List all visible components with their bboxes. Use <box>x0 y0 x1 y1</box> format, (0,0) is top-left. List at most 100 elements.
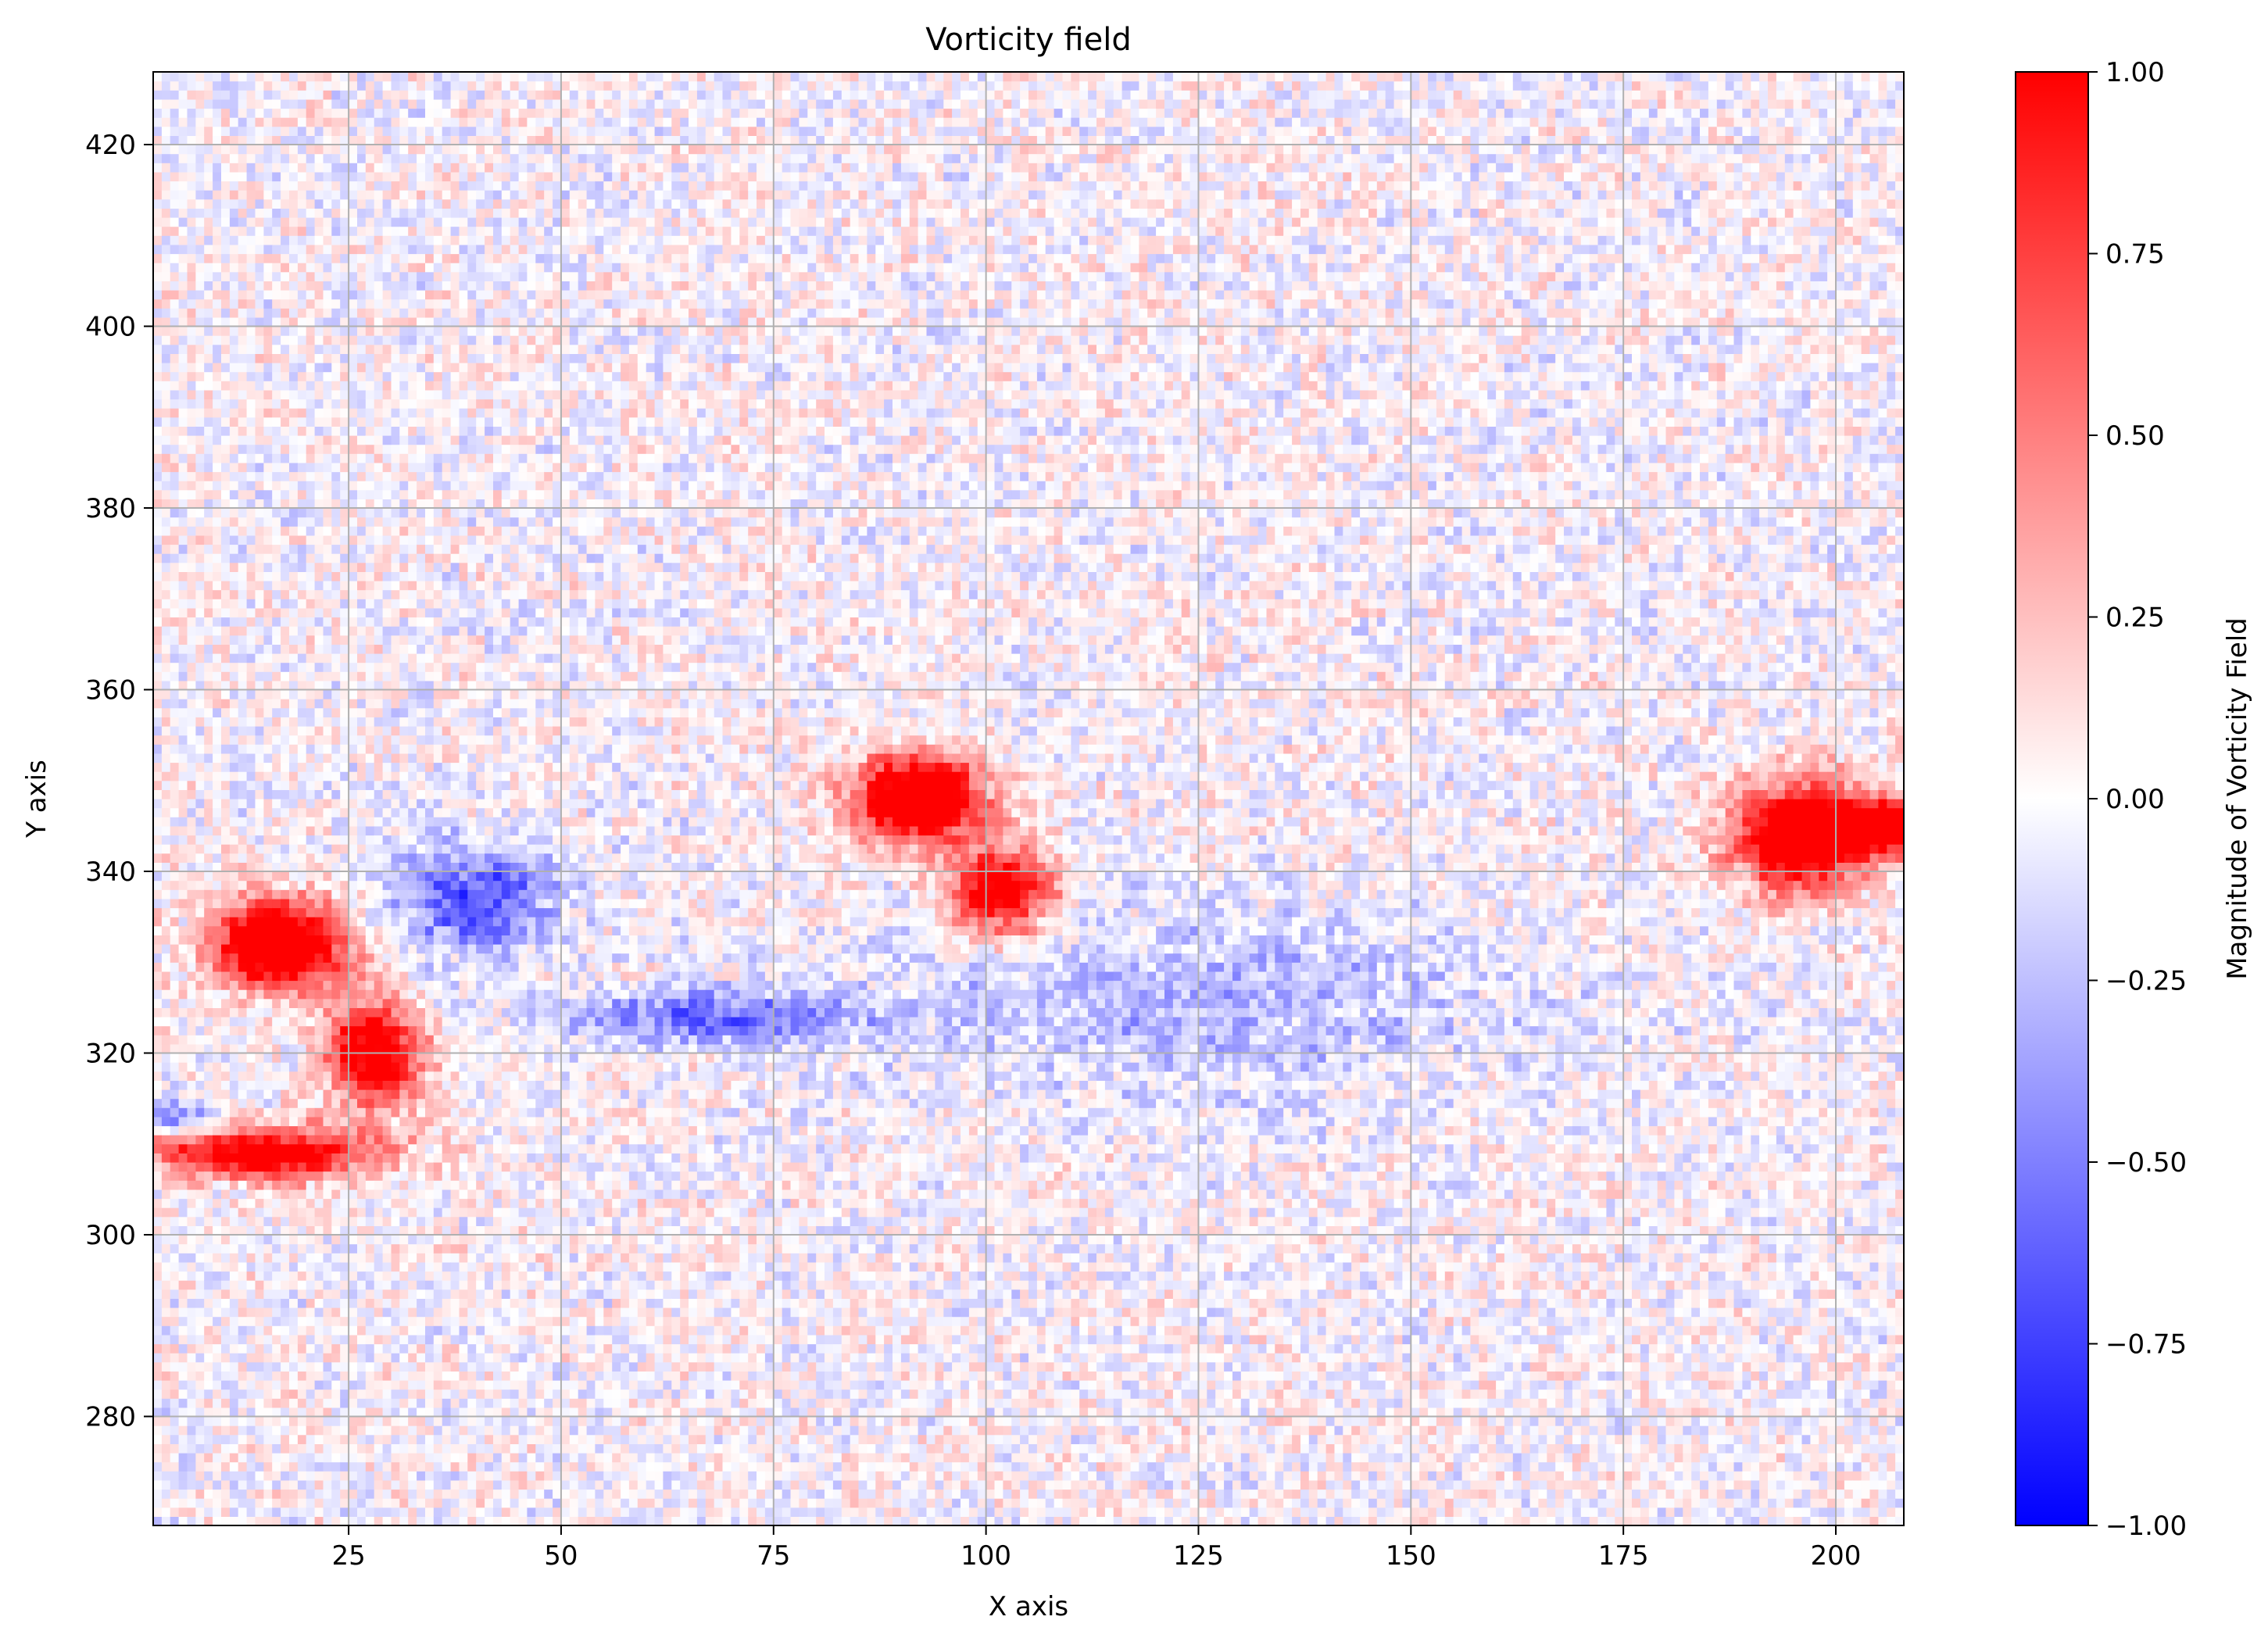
heatmap-cell <box>162 781 171 790</box>
heatmap-cell <box>221 1344 231 1354</box>
heatmap-cell <box>238 1199 248 1208</box>
heatmap-cell <box>204 308 213 317</box>
heatmap-cell <box>289 944 299 953</box>
heatmap-cell <box>324 1207 333 1217</box>
heatmap-cell <box>324 1189 333 1199</box>
heatmap-cell <box>324 545 333 554</box>
heatmap-cell <box>238 1398 248 1407</box>
heatmap-cell <box>256 889 265 899</box>
heatmap-cell <box>357 1353 367 1362</box>
heatmap-cell <box>170 227 180 236</box>
heatmap-cell <box>298 472 307 481</box>
heatmap-cell <box>324 453 333 463</box>
heatmap-cell <box>213 1480 222 1490</box>
heatmap-cell <box>162 962 171 971</box>
heatmap-cell <box>238 1144 248 1153</box>
heatmap-cell <box>162 826 171 835</box>
heatmap-cell <box>298 399 307 409</box>
heatmap-cell <box>306 272 316 281</box>
heatmap-cell <box>289 1490 299 1499</box>
heatmap-cell <box>366 599 375 608</box>
heatmap-cell <box>204 626 213 635</box>
heatmap-cell <box>392 1171 401 1181</box>
heatmap-cell <box>213 608 222 617</box>
heatmap-cell <box>315 1344 324 1354</box>
heatmap-cell <box>153 299 163 309</box>
heatmap-cell <box>315 1398 324 1407</box>
heatmap-cell <box>213 1516 222 1525</box>
heatmap-cell <box>315 235 324 245</box>
heatmap-cell <box>170 445 180 454</box>
heatmap-cell <box>349 390 358 399</box>
heatmap-cell <box>331 1035 341 1044</box>
heatmap-cell <box>374 426 384 435</box>
heatmap-cell <box>298 199 307 209</box>
heatmap-cell <box>195 208 205 217</box>
heatmap-cell <box>213 1371 222 1380</box>
heatmap-cell <box>383 953 392 963</box>
heatmap-cell <box>230 635 239 645</box>
heatmap-cell <box>399 663 409 672</box>
heatmap-cell <box>204 381 213 390</box>
heatmap-cell <box>238 1498 248 1507</box>
heatmap-cell <box>340 1507 349 1517</box>
heatmap-cell <box>324 1407 333 1417</box>
heatmap-cell <box>153 1244 163 1254</box>
heatmap-cell <box>289 781 299 790</box>
heatmap-cell <box>366 317 375 327</box>
heatmap-cell <box>289 1199 299 1208</box>
heatmap-cell <box>340 353 349 363</box>
heatmap-cell <box>247 172 256 181</box>
heatmap-cell <box>366 735 375 745</box>
heatmap-cell <box>179 90 188 99</box>
heatmap-cell <box>272 463 281 472</box>
heatmap-cell <box>399 517 409 527</box>
heatmap-cell <box>281 1217 290 1226</box>
heatmap-cell <box>315 935 324 944</box>
heatmap-cell <box>195 726 205 735</box>
heatmap-cell <box>340 217 349 227</box>
heatmap-cell <box>281 272 290 281</box>
heatmap-cell <box>392 1071 401 1081</box>
heatmap-cell <box>179 753 188 763</box>
heatmap-cell <box>162 1180 171 1189</box>
heatmap-cell <box>383 626 392 635</box>
heatmap-cell <box>272 971 281 981</box>
heatmap-cell <box>298 817 307 826</box>
heatmap-cell <box>247 671 256 681</box>
heatmap-cell <box>289 517 299 527</box>
heatmap-cell <box>256 345 265 354</box>
heatmap-cell <box>383 844 392 853</box>
heatmap-cell <box>213 735 222 745</box>
heatmap-cell <box>221 1035 231 1044</box>
heatmap-cell <box>392 753 401 763</box>
heatmap-cell <box>392 190 401 199</box>
heatmap-cell <box>153 435 163 445</box>
heatmap-cell <box>221 1398 231 1407</box>
heatmap-cell <box>195 653 205 663</box>
heatmap-cell <box>383 1398 392 1407</box>
heatmap-cell <box>272 1443 281 1453</box>
heatmap-cell <box>162 109 171 118</box>
heatmap-cell <box>408 971 417 981</box>
heatmap-cell <box>306 853 316 863</box>
heatmap-cell <box>221 1171 231 1181</box>
heatmap-cell <box>153 1135 163 1144</box>
heatmap-cell <box>170 708 180 717</box>
heatmap-cell <box>263 1035 273 1044</box>
heatmap-cell <box>281 763 290 772</box>
heatmap-cell <box>153 571 163 581</box>
heatmap-cell <box>357 590 367 599</box>
heatmap-cell <box>247 281 256 290</box>
heatmap-cell <box>263 117 273 127</box>
heatmap-cell <box>247 72 256 81</box>
heatmap-cell <box>374 181 384 191</box>
heatmap-cell <box>247 327 256 336</box>
heatmap-cell <box>256 1235 265 1244</box>
heatmap-cell <box>349 417 358 427</box>
heatmap-cell <box>289 1417 299 1426</box>
heatmap-cell <box>272 399 281 409</box>
heatmap-cell <box>408 1080 417 1089</box>
heatmap-cell <box>298 163 307 172</box>
heatmap-cell <box>153 989 163 999</box>
